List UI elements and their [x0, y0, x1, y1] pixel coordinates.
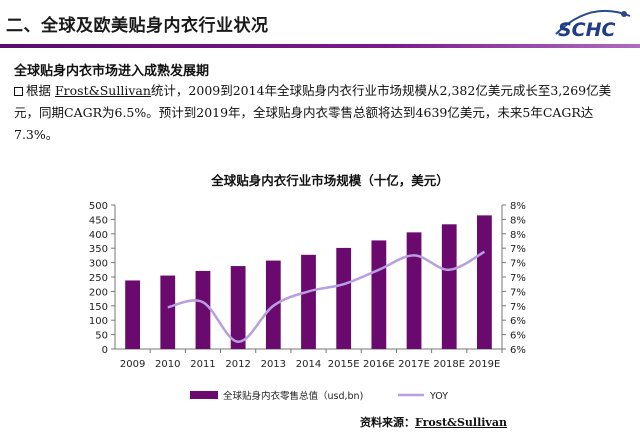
bar-2014 [301, 254, 316, 349]
left-tick-label: 400 [89, 230, 108, 241]
x-tick-label: 2019E [469, 359, 501, 370]
chart-legend: 全球贴身内衣零售总值（usd,bn) YOY [190, 390, 448, 402]
bar-2009 [125, 280, 140, 349]
bar-2012 [230, 266, 246, 349]
left-tick-label: 50 [95, 331, 108, 342]
x-tick-label: 2014 [296, 359, 321, 370]
summary-paragraph: 根据 Frost&Sullivan统计，2009到2014年全球贴身内衣行业市场… [14, 80, 626, 146]
x-tick-label: 2009 [120, 359, 145, 370]
right-tick-label: 8% [510, 230, 526, 241]
bar-2011 [195, 270, 211, 349]
source-note: 资料来源：Frost&Sullivan [360, 414, 507, 430]
left-tick-label: 450 [89, 215, 108, 226]
right-tick-label: 8% [510, 215, 526, 226]
left-tick-label: 200 [89, 287, 108, 298]
x-tick-label: 2012 [225, 359, 250, 370]
right-tick-label: 8% [510, 201, 526, 212]
right-tick-label: 7% [510, 273, 526, 284]
left-tick-label: 100 [89, 316, 108, 327]
para-body: 统计，2009到2014年全球贴身内衣行业市场规模从2,382亿美元成长至3,2… [14, 83, 612, 142]
legend-bar-label: 全球贴身内衣零售总值（usd,bn) [223, 390, 363, 402]
right-tick-label: 7% [510, 287, 526, 298]
left-tick-label: 150 [89, 302, 108, 313]
right-tick-label: 6% [510, 316, 526, 327]
x-tick-label: 2011 [190, 359, 215, 370]
section-heading: 全球贴身内衣市场进入成熟发展期 [14, 64, 210, 79]
legend-bar-swatch [190, 391, 218, 399]
left-tick-label: 250 [89, 273, 108, 284]
right-tick-label: 6% [510, 331, 526, 342]
left-tick-label: 500 [89, 201, 108, 212]
market-size-chart: 全球贴身内衣行业市场规模（十亿，美元） 0 50 100 150 200 250 300 35… [89, 173, 526, 402]
x-tick-label: 2010 [155, 359, 180, 370]
source-name: Frost&Sullivan [415, 416, 507, 429]
right-tick-label: 7% [510, 259, 526, 270]
plot-area: 0 50 100 150 200 250 300 350 400 450 500 6% 6% 6% 7% 7%… [89, 201, 526, 370]
bar-2017E [406, 232, 422, 349]
right-tick-label: 6% [510, 345, 526, 356]
para-prefix: 根据 [26, 83, 52, 98]
header-divider [0, 44, 640, 48]
yoy-line [167, 250, 486, 344]
page-header: 二、全球及欧美贴身内衣行业状况 SCHC [0, 0, 640, 48]
schc-logo: SCHC [555, 9, 631, 41]
bar-2010 [160, 275, 176, 349]
left-tick-label: 0 [102, 345, 108, 356]
x-tick-label: 2017E [398, 359, 430, 370]
bar-2016E [371, 240, 387, 349]
x-tick-label: 2018E [433, 359, 465, 370]
x-tick-label: 2016E [363, 359, 395, 370]
page-title: 二、全球及欧美贴身内衣行业状况 [6, 16, 269, 36]
bar-2015E [336, 247, 352, 349]
legend-line-label: YOY [429, 391, 448, 402]
para-source-link: Frost&Sullivan [55, 83, 151, 98]
square-bullet-icon [14, 87, 23, 96]
bar-2019E [477, 215, 492, 349]
logo-text: SCHC [558, 19, 616, 41]
x-tick-label: 2015E [328, 359, 360, 370]
right-tick-label: 7% [510, 244, 526, 255]
x-tick-label: 2013 [261, 359, 286, 370]
left-tick-label: 300 [89, 259, 108, 270]
chart-title: 全球贴身内衣行业市场规模（十亿，美元） [210, 173, 449, 188]
left-tick-label: 350 [89, 244, 108, 255]
right-tick-label: 7% [510, 302, 526, 313]
source-label: 资料来源： [360, 416, 415, 429]
bar-2018E [441, 224, 457, 349]
